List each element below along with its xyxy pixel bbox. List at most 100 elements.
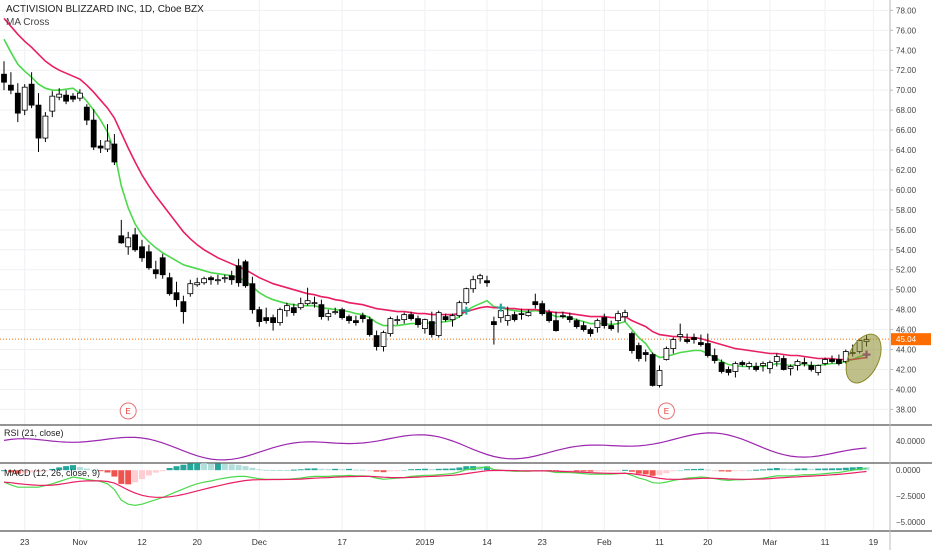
candle-body[interactable]: [159, 257, 166, 276]
candle-body[interactable]: [608, 325, 615, 330]
candle-body[interactable]: [601, 317, 608, 327]
candle-body[interactable]: [242, 261, 249, 287]
candle-body[interactable]: [780, 358, 787, 370]
earnings-marker[interactable]: [119, 402, 137, 420]
candle-body[interactable]: [629, 333, 635, 351]
candle-body[interactable]: [670, 339, 677, 349]
indicator-label[interactable]: MA Cross: [6, 17, 50, 28]
candle-body[interactable]: [408, 314, 415, 320]
candle-body[interactable]: [304, 300, 311, 305]
candle-body[interactable]: [822, 359, 828, 364]
candle-body[interactable]: [297, 303, 304, 309]
candle-body[interactable]: [263, 317, 270, 322]
candle-body[interactable]: [698, 342, 704, 345]
candle-body[interactable]: [359, 315, 366, 320]
candle-body[interactable]: [145, 251, 152, 269]
candle-body[interactable]: [277, 309, 283, 324]
candle-body[interactable]: [794, 361, 801, 366]
candle-body[interactable]: [760, 363, 766, 366]
candle-body[interactable]: [428, 321, 435, 335]
candle-body[interactable]: [97, 145, 104, 149]
candle-body[interactable]: [801, 362, 808, 364]
candle-body[interactable]: [449, 315, 456, 321]
candle-body[interactable]: [753, 366, 759, 370]
candle-body[interactable]: [642, 352, 649, 355]
candle-body[interactable]: [63, 94, 69, 102]
candle-body[interactable]: [111, 143, 118, 163]
candle-body[interactable]: [90, 119, 97, 148]
candle-body[interactable]: [139, 246, 145, 259]
candle-body[interactable]: [421, 319, 428, 330]
candle-body[interactable]: [235, 265, 242, 284]
candle-body[interactable]: [456, 302, 463, 317]
candle-body[interactable]: [352, 320, 359, 324]
candle-body[interactable]: [366, 319, 373, 335]
candle-body[interactable]: [7, 84, 14, 91]
candle-body[interactable]: [566, 316, 573, 321]
candle-body[interactable]: [539, 303, 546, 315]
candle-body[interactable]: [56, 93, 63, 98]
candle-body[interactable]: [477, 275, 484, 280]
candle-body[interactable]: [732, 363, 739, 372]
candle-body[interactable]: [497, 310, 504, 319]
candle-body[interactable]: [739, 362, 746, 365]
candle-body[interactable]: [387, 318, 394, 334]
earnings-marker[interactable]: [657, 402, 675, 420]
candle-body[interactable]: [532, 301, 539, 306]
candle-body[interactable]: [228, 275, 235, 281]
candle-body[interactable]: [104, 140, 111, 150]
candle-body[interactable]: [490, 321, 497, 326]
candle-body[interactable]: [118, 235, 125, 244]
candle-body[interactable]: [325, 313, 332, 318]
candle-body[interactable]: [511, 314, 518, 321]
candle-body[interactable]: [180, 301, 187, 313]
candle-body[interactable]: [635, 345, 642, 359]
candle-body[interactable]: [525, 312, 532, 317]
candle-body[interactable]: [394, 319, 401, 322]
candle-body[interactable]: [725, 369, 732, 373]
candle-body[interactable]: [704, 343, 711, 356]
candle-body[interactable]: [70, 95, 76, 100]
candle-body[interactable]: [318, 304, 325, 318]
candle-body[interactable]: [283, 305, 290, 312]
candle-body[interactable]: [125, 237, 132, 248]
candle-body[interactable]: [684, 339, 690, 342]
candle-body[interactable]: [28, 83, 35, 106]
candle-body[interactable]: [463, 288, 470, 304]
candle-body[interactable]: [14, 92, 21, 114]
candle-body[interactable]: [773, 356, 780, 362]
candle-body[interactable]: [649, 354, 656, 386]
candle-body[interactable]: [166, 277, 173, 295]
candle-body[interactable]: [829, 359, 835, 362]
candle-body[interactable]: [415, 318, 421, 326]
candle-body[interactable]: [194, 282, 201, 286]
candle-body[interactable]: [380, 332, 387, 347]
candle-body[interactable]: [256, 309, 263, 323]
candle-body[interactable]: [484, 280, 490, 284]
candle-body[interactable]: [691, 337, 697, 340]
candle-body[interactable]: [132, 234, 139, 251]
candle-body[interactable]: [553, 320, 559, 331]
candle-body[interactable]: [401, 314, 408, 321]
candle-body[interactable]: [49, 95, 56, 112]
candle-body[interactable]: [677, 334, 684, 337]
candle-body[interactable]: [152, 269, 159, 275]
candle-body[interactable]: [208, 277, 214, 281]
candle-body[interactable]: [711, 355, 718, 361]
candle-body[interactable]: [290, 307, 297, 314]
candle-body[interactable]: [580, 325, 587, 330]
candle-body[interactable]: [187, 283, 194, 295]
candle-body[interactable]: [615, 313, 621, 322]
candle-body[interactable]: [518, 313, 525, 316]
candle-body[interactable]: [573, 320, 580, 328]
candle-body[interactable]: [787, 366, 794, 369]
candle-body[interactable]: [560, 315, 566, 318]
candle-body[interactable]: [201, 278, 208, 284]
candle-body[interactable]: [1, 73, 7, 83]
candle-body[interactable]: [622, 312, 628, 318]
candle-body[interactable]: [373, 335, 380, 347]
candle-body[interactable]: [504, 315, 511, 322]
candle-body[interactable]: [815, 365, 822, 373]
candle-body[interactable]: [808, 365, 815, 370]
